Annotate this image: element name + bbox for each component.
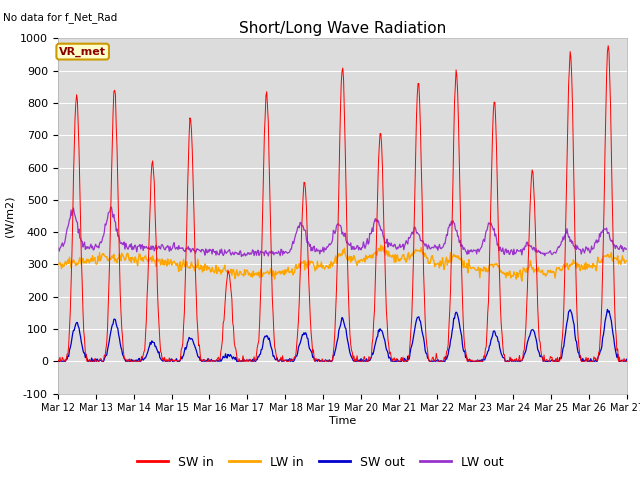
Text: No data for f_Net_Rad: No data for f_Net_Rad (3, 12, 118, 23)
Legend: SW in, LW in, SW out, LW out: SW in, LW in, SW out, LW out (132, 451, 508, 474)
Y-axis label: (W/m2): (W/m2) (4, 195, 14, 237)
X-axis label: Time: Time (329, 416, 356, 426)
Title: Short/Long Wave Radiation: Short/Long Wave Radiation (239, 21, 446, 36)
Text: VR_met: VR_met (59, 47, 106, 57)
